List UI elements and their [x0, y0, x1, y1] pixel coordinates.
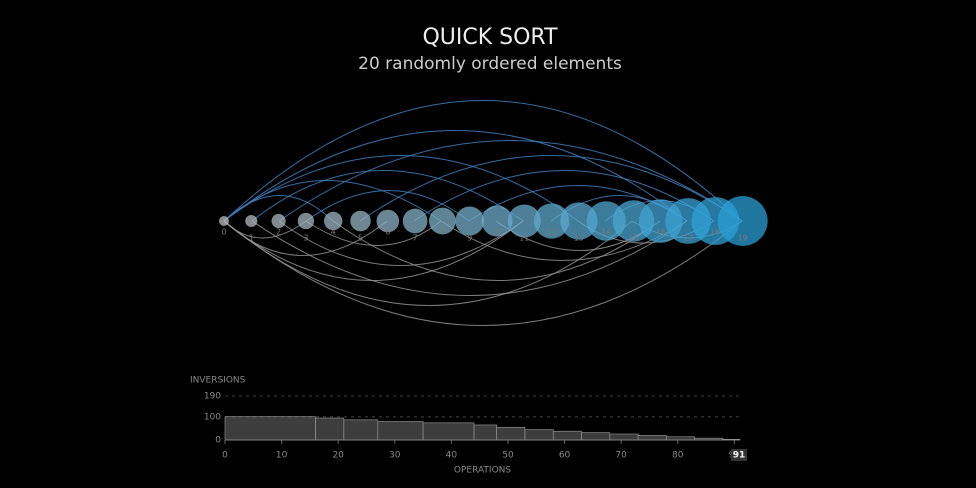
element-label: 18 [710, 228, 720, 237]
arc [305, 190, 470, 222]
step-segment [609, 433, 639, 441]
chart-subtitle: 20 randomly ordered elements [358, 54, 622, 74]
arc [332, 220, 661, 281]
element-label: 11 [519, 234, 529, 243]
x-tick-label: 0 [222, 451, 228, 461]
element-bubble [402, 208, 428, 234]
step-segment [552, 430, 582, 441]
element-label: 5 [358, 234, 363, 243]
chart-title: QUICK SORT [422, 25, 558, 50]
step-segment [666, 436, 696, 441]
step-segment [524, 429, 554, 441]
element-label: 0 [221, 228, 226, 237]
element-label: 8 [440, 228, 445, 237]
element-bubble [271, 213, 286, 229]
step-segment [315, 417, 345, 441]
arc [223, 220, 307, 239]
arc [223, 100, 743, 222]
arc [223, 195, 334, 222]
current-marker: 91 [733, 451, 746, 461]
arc [359, 155, 743, 222]
element-bubble [297, 212, 315, 230]
y-tick-label: 0 [215, 436, 221, 446]
element-bubble [534, 203, 570, 239]
arc [223, 220, 633, 306]
element-label: 17 [683, 234, 693, 243]
arc [251, 220, 688, 296]
element-label: 1 [249, 234, 254, 243]
element-label: 12 [547, 228, 557, 237]
element-bubble [350, 210, 371, 232]
element-label: 7 [413, 234, 418, 243]
arc [413, 170, 715, 222]
element-bubble [481, 205, 513, 237]
element-bubble [245, 214, 258, 228]
arc [223, 220, 388, 256]
y-tick-label: 190 [204, 392, 221, 402]
x-tick-label: 50 [502, 451, 514, 461]
element-label: 19 [738, 234, 748, 243]
arc [278, 140, 743, 222]
element-bubble [507, 204, 541, 238]
element-label: 4 [331, 228, 336, 237]
x-tick-label: 10 [276, 451, 288, 461]
element-bubble [376, 209, 400, 233]
x-tick-label: 40 [446, 451, 458, 461]
step-segment [473, 424, 497, 441]
x-tick-label: 60 [559, 451, 571, 461]
current-marker-bg [731, 449, 747, 461]
x-axis-title: OPERATIONS [454, 466, 512, 476]
element-label: 14 [601, 228, 611, 237]
element-bubble [429, 207, 456, 235]
step-segment [637, 435, 667, 441]
x-tick-label: 70 [615, 451, 627, 461]
element-label: 15 [628, 234, 638, 243]
step-segment [496, 426, 526, 441]
arc [251, 170, 524, 222]
element-label: 2 [276, 228, 281, 237]
element-label: 16 [656, 228, 666, 237]
element-bubble [455, 206, 485, 236]
arc [223, 220, 743, 326]
arc [223, 155, 579, 222]
step-segment [722, 439, 741, 441]
element-label: 3 [303, 234, 308, 243]
element-label: 13 [574, 234, 584, 243]
y-axis-title: INVERSIONS [190, 376, 246, 386]
x-tick-label: 20 [332, 451, 344, 461]
element-label: 6 [385, 228, 390, 237]
step-segment [343, 419, 379, 441]
x-tick-label: 30 [389, 451, 401, 461]
arc [278, 220, 524, 266]
arc [223, 220, 524, 281]
step-segment [224, 416, 316, 441]
y-tick-label: 100 [204, 412, 221, 422]
element-bubble [717, 196, 768, 246]
arc [305, 220, 442, 246]
step-segment [694, 437, 724, 441]
element-label: 9 [467, 234, 472, 243]
element-label: 10 [492, 228, 502, 237]
element-bubble [560, 202, 598, 240]
step-segment [581, 432, 611, 441]
step-segment [377, 421, 424, 441]
step-segment [422, 422, 475, 441]
x-tick-label: 80 [672, 451, 684, 461]
element-bubble [324, 211, 343, 231]
element-bubble [219, 216, 229, 226]
